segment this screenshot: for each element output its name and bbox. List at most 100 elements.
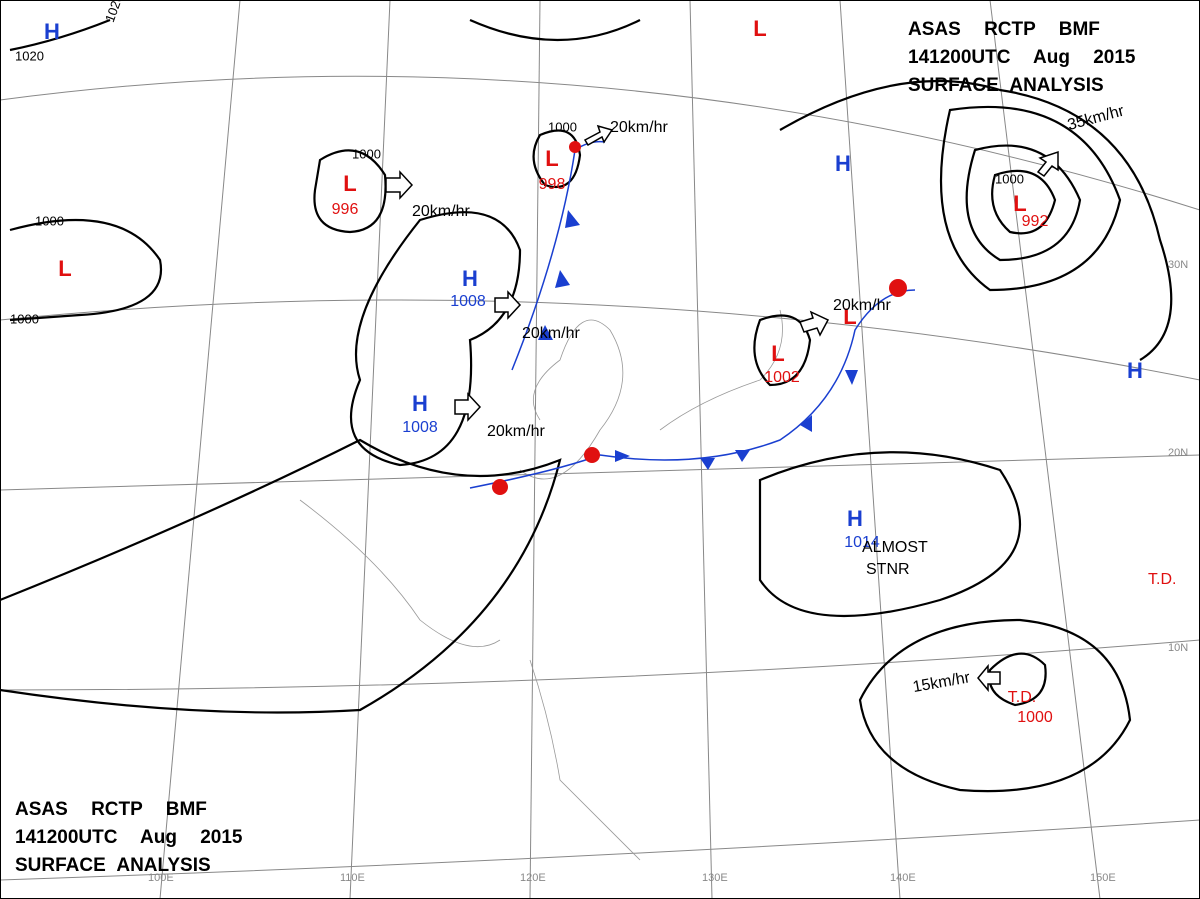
isobar-label: 1000: [10, 311, 39, 326]
pressure-value: 1008: [402, 419, 438, 436]
lon-line: [349, 0, 391, 899]
isobar: [9, 18, 111, 52]
title-top: ASAS RCTP BMF 141200UTC Aug 2015 SURFACE…: [908, 19, 1136, 96]
high-symbol: H: [44, 19, 60, 44]
lon-label: 120E: [520, 872, 546, 884]
isobar: [313, 149, 387, 234]
lon-label: 110E: [340, 872, 365, 884]
lat-line: [0, 75, 1200, 211]
lat-label: 10N: [1168, 642, 1188, 654]
warm-front-bump: [889, 279, 907, 297]
coast: [659, 309, 783, 431]
arrow: [1036, 150, 1059, 178]
motion-label: 20km/hr: [833, 297, 891, 314]
lat-line: [0, 299, 1200, 381]
front-triangle: [845, 370, 858, 385]
lon-line: [989, 0, 1101, 899]
pressure-value: 996: [332, 201, 359, 218]
coast: [529, 659, 641, 861]
low-symbol: L: [58, 256, 71, 281]
high-symbol: H: [412, 391, 428, 416]
lon-label: 100E: [148, 872, 174, 884]
title-line: 141200UTC Aug 2015: [908, 47, 1136, 68]
annotation: T.D.: [1148, 571, 1176, 588]
lat-label: 20N: [1168, 447, 1188, 459]
motion-label: 20km/hr: [522, 325, 580, 342]
isobar-label: 1000: [995, 171, 1024, 186]
front-triangle: [735, 450, 750, 462]
annotation: ALMOST: [862, 539, 928, 556]
lon-label: 130E: [702, 872, 728, 884]
isobar: [469, 18, 641, 42]
lat-label: 30N: [1168, 259, 1188, 271]
low-symbol: L: [1013, 191, 1026, 216]
warm-front-bump: [492, 479, 508, 495]
isobar: [753, 314, 812, 387]
arrow: [494, 290, 522, 320]
isobar: [9, 218, 163, 322]
annotation: STNR: [866, 561, 910, 578]
front-triangle: [555, 270, 570, 288]
arrow: [454, 392, 482, 422]
isobar-label: 1020: [15, 48, 44, 63]
isobar: [350, 211, 522, 467]
isobar: [0, 438, 562, 714]
isobars: [0, 18, 1173, 793]
title-line: 141200UTC Aug 2015: [15, 827, 243, 848]
isobar-label: 1000: [548, 119, 577, 134]
low-symbol: L: [343, 171, 356, 196]
coastlines: [299, 309, 783, 861]
latitude-labels: 30N 20N 10N: [1168, 259, 1188, 654]
motion-label: 20km/hr: [487, 423, 545, 440]
high-symbol: H: [835, 151, 851, 176]
isobar-label: 1000: [352, 146, 381, 161]
isobar-labels: 1020 1020 1000 1000 1000 1000 1000: [10, 0, 1024, 326]
lat-line: [0, 819, 1200, 881]
title-bottom: ASAS RCTP BMF 141200UTC Aug 2015 SURFACE…: [15, 799, 243, 876]
motion-label: 20km/hr: [610, 119, 668, 136]
low-symbol: L: [771, 341, 784, 366]
low-symbol: L: [843, 304, 856, 329]
title-line: SURFACE ANALYSIS: [15, 855, 211, 876]
isobar: [988, 652, 1047, 707]
arrow: [385, 170, 414, 200]
coast: [299, 499, 501, 647]
lon-line: [529, 0, 541, 899]
pressure-value: 992: [1022, 213, 1049, 230]
low-symbol: L: [753, 16, 766, 41]
isobar: [779, 79, 1173, 361]
high-symbol: H: [462, 266, 478, 291]
motion-arrows: [385, 124, 1059, 693]
coast: [519, 319, 624, 480]
longitude-labels: 100E 110E 120E 130E 140E 150E: [148, 872, 1116, 884]
motion-label: 20km/hr: [412, 203, 470, 220]
pressure-centers: H L L 996 L 998 H 1008 H 1008 L 1002 L H…: [44, 16, 1143, 726]
lon-line: [689, 0, 713, 899]
arrow: [583, 124, 614, 147]
warm-front-bump: [569, 141, 581, 153]
isobar: [940, 105, 1122, 292]
annotations: ALMOST STNR T.D.: [862, 539, 1176, 588]
isobar: [965, 144, 1082, 262]
title-line: ASAS RCTP BMF: [908, 19, 1100, 40]
pressure-value: 1008: [450, 293, 486, 310]
title-line: SURFACE ANALYSIS: [908, 75, 1104, 96]
isobar: [758, 451, 1022, 618]
pressure-value: 1000: [1017, 709, 1053, 726]
lon-label: 150E: [1090, 872, 1116, 884]
front-triangle: [538, 325, 553, 340]
warm-front-bump: [584, 447, 600, 463]
high-symbol: H: [1127, 358, 1143, 383]
front-triangle: [615, 450, 630, 462]
high-symbol: H: [847, 506, 863, 531]
arrow: [977, 663, 1001, 693]
front-triangle: [800, 415, 812, 432]
pressure-value: 998: [539, 176, 566, 193]
isobar: [858, 618, 1132, 793]
isobar: [991, 169, 1057, 235]
td-symbol: T.D.: [1008, 689, 1036, 706]
lon-line: [159, 0, 241, 899]
pressure-value: 1014: [844, 534, 880, 551]
lon-label: 140E: [890, 872, 916, 884]
